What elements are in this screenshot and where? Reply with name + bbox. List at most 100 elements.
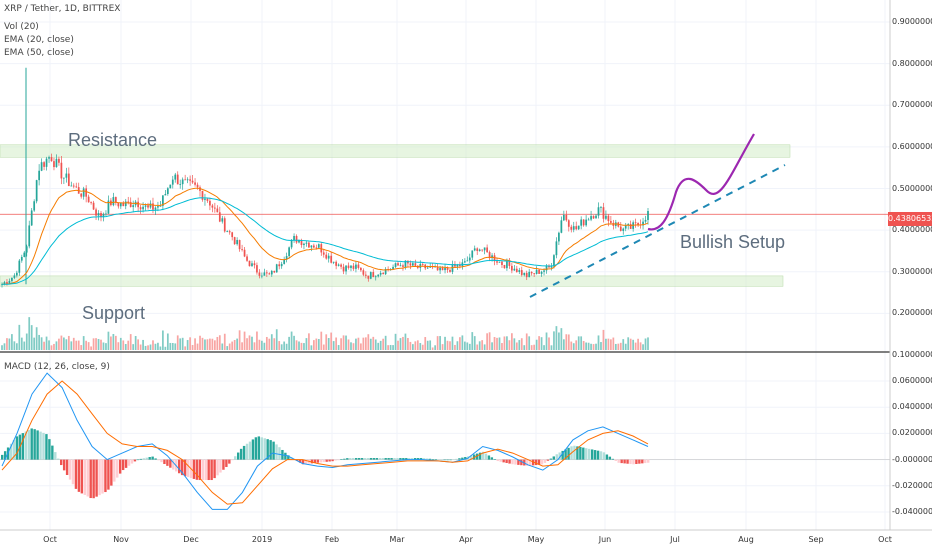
volume-bar [585,342,587,350]
macd-histogram-bar [116,459,119,478]
macd-histogram-bar [231,459,234,461]
candle-body [374,276,377,278]
volume-bar [60,335,63,350]
macd-histogram-bar [287,455,290,460]
ema-20-line [1,187,649,285]
candle-body [515,268,518,272]
candle-body [23,252,26,257]
volume-bar [560,328,563,350]
candle-body [199,187,201,191]
volume-bar [117,342,120,350]
volume-bar [231,341,234,350]
volume-bar [290,331,293,350]
macd-histogram-bar [166,459,169,466]
volume-bar [152,340,154,350]
candle-body [647,211,649,220]
candle-body [572,226,575,230]
macd-histogram-bar [266,439,269,460]
candle-body [129,201,132,208]
macd-histogram-bar [440,459,443,461]
chart-title[interactable]: XRP / Tether, 1D, BITTREX [4,4,121,14]
candle-body [399,265,402,267]
candle-body [87,196,90,203]
candle-body [60,162,63,179]
volume-bar [397,340,399,350]
candle-body [379,272,382,275]
candle-body [332,261,335,263]
volume-bar [543,345,545,350]
volume-bar [627,337,630,350]
volume-bar [357,337,360,350]
volume-bar [72,337,75,350]
volume-bar [246,338,248,350]
indicator-vol[interactable]: Vol (20) [4,22,39,32]
macd-histogram-bar [71,459,75,485]
indicator-ema20[interactable]: EMA (20, close) [4,35,74,45]
volume-bar [511,333,513,350]
volume-bar [567,334,570,350]
candle-body [585,219,587,226]
volume-bar [189,337,191,350]
candle-body [278,264,281,267]
candle-body [218,212,221,222]
volume-bar [204,339,206,350]
indicator-ema50[interactable]: EMA (50, close) [4,48,74,58]
volume-bar [538,336,540,350]
volume-bar [132,344,135,350]
macd-histogram-bar [629,459,632,465]
candle-body [310,245,313,248]
candle-body [590,216,592,220]
volume-bar [280,344,283,350]
macd-histogram-bar [369,458,373,460]
macd-histogram-bar [157,459,160,461]
macd-histogram-bar [537,459,541,465]
macd-histogram-bar [133,459,137,462]
volume-bar [142,339,144,350]
candle-body [501,261,503,265]
volume-bar [310,345,313,350]
candle-body [107,200,110,214]
macd-histogram-bar [582,447,585,460]
macd-histogram-bar [611,458,615,460]
volume-bar [11,334,13,350]
volume-bar [473,336,476,350]
candle-body [441,267,444,271]
candle-body [520,270,523,275]
volume-bar [75,340,78,350]
macd-histogram-bar [543,459,547,463]
candle-body [421,263,424,265]
candle-body [355,264,357,269]
macd-histogram-bar [405,458,408,460]
candle-body [471,250,474,258]
candle-body [38,170,40,181]
volume-bar [38,334,40,350]
macd-histogram-bar [455,458,458,460]
volume-bar [176,335,179,350]
macd-label[interactable]: MACD (12, 26, close, 9) [4,362,110,372]
volume-bar [345,335,347,350]
volume-bar [622,339,625,350]
price-tick-label: 0.70000000 [892,100,932,110]
time-tick-label: Feb [324,535,340,544]
macd-histogram-bar [263,438,266,460]
macd-histogram-bar [375,458,379,460]
macd-histogram-bar [216,459,219,476]
candle-body [600,207,602,208]
candle-body [476,248,479,251]
volume-bar [293,335,295,350]
volume-bar [43,341,45,350]
volume-bar [186,340,189,350]
volume-bar [300,342,303,350]
volume-bar [540,337,543,350]
macd-histogram-bar [596,450,600,460]
candle-body [570,226,573,230]
volume-bar [632,339,635,350]
candle-body [233,237,236,245]
candle-body [394,263,397,267]
volume-bar [162,330,164,350]
macd-histogram-bar [59,459,63,466]
macd-histogram-bar [169,459,172,468]
macd-histogram-bar [325,459,328,462]
macd-histogram-bar [331,459,334,462]
